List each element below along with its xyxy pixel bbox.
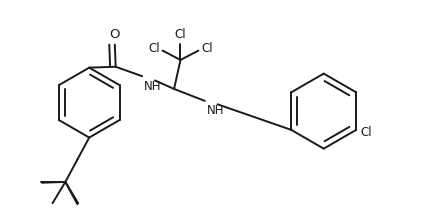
Text: NH: NH [206, 104, 224, 117]
Text: Cl: Cl [148, 42, 160, 55]
Text: Cl: Cl [175, 28, 186, 41]
Text: Cl: Cl [360, 126, 372, 139]
Text: O: O [110, 28, 120, 41]
Text: NH: NH [144, 80, 161, 93]
Text: Cl: Cl [201, 42, 212, 55]
